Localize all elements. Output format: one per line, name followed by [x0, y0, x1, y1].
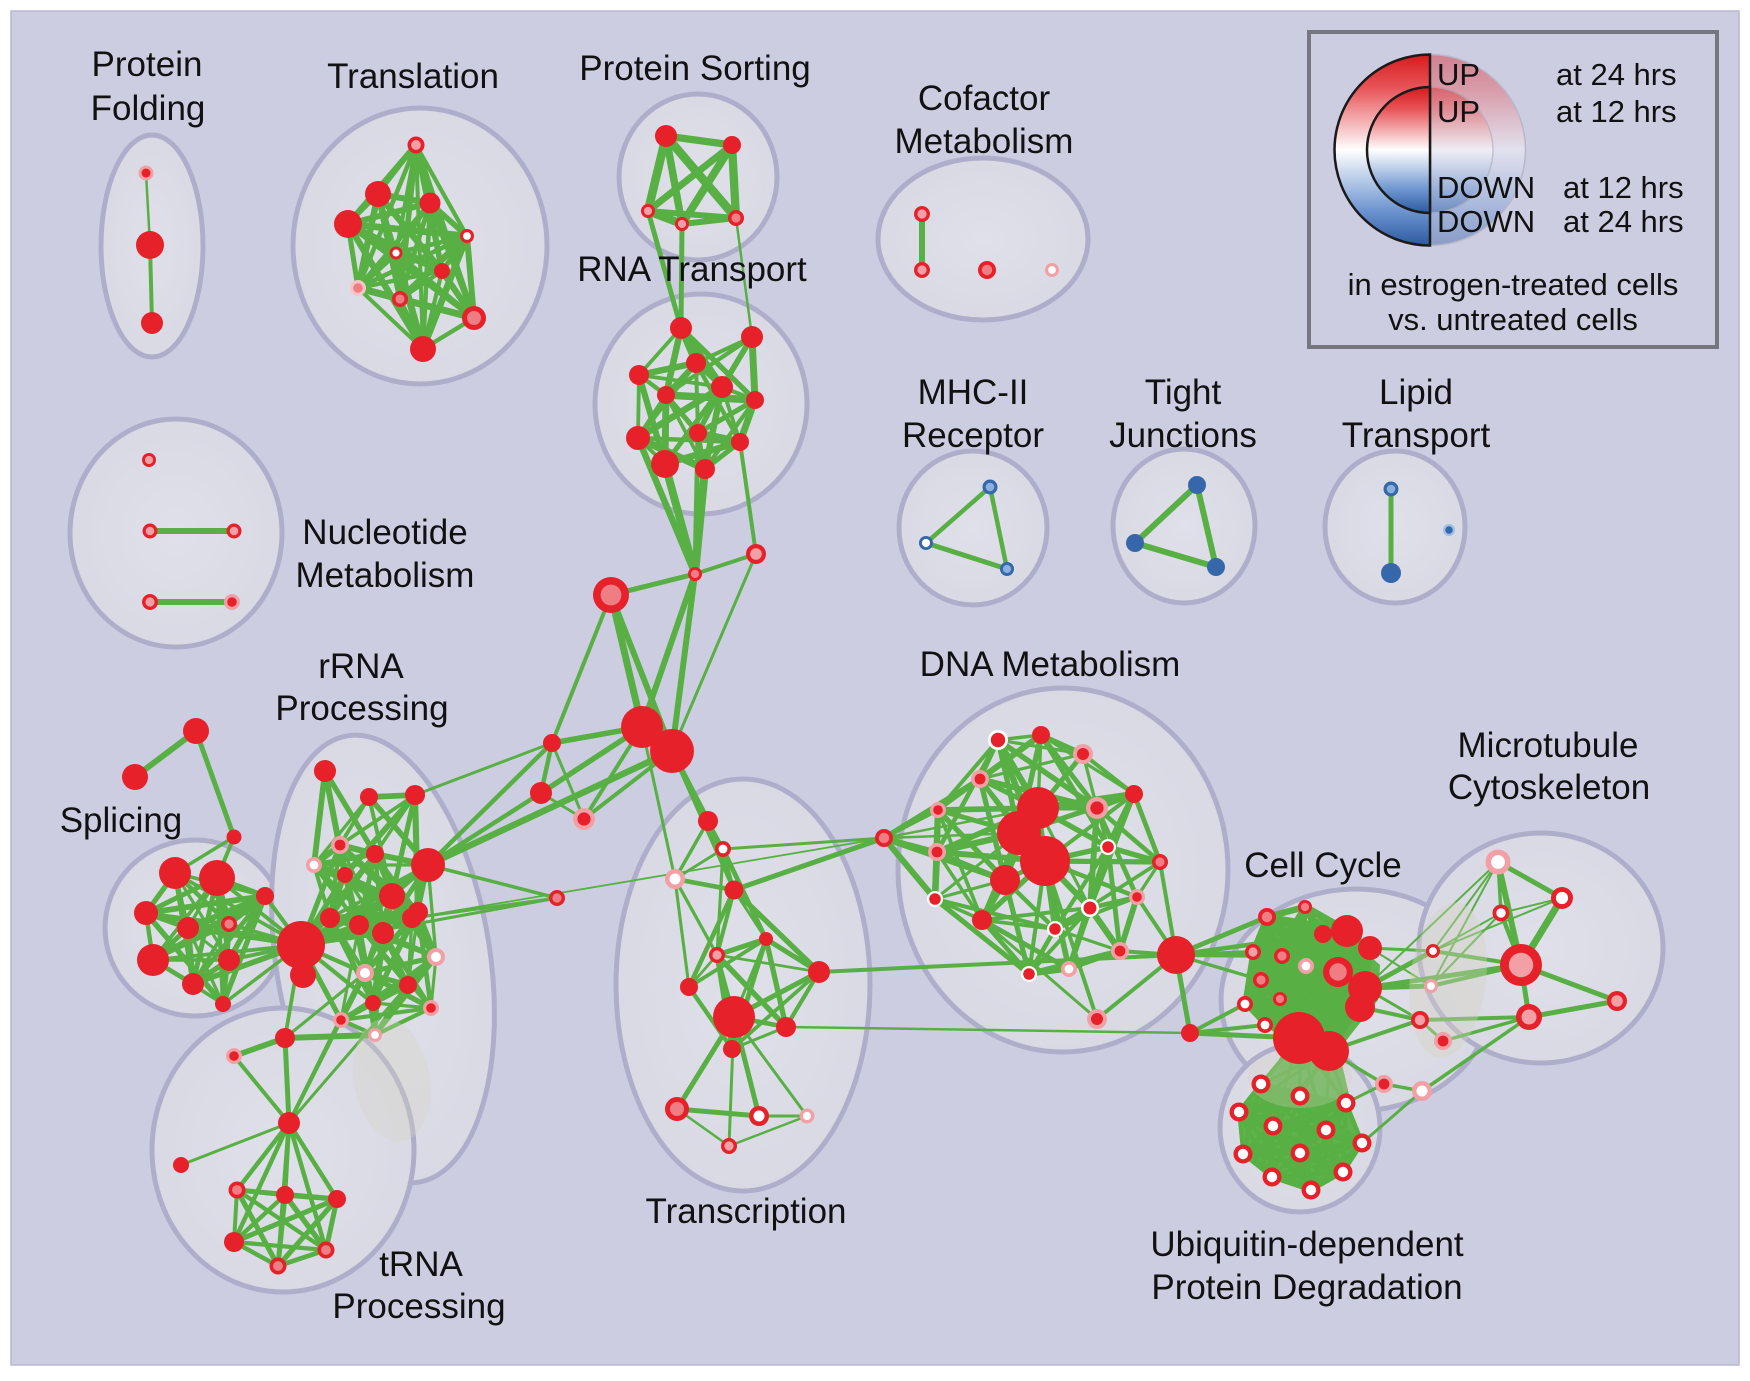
svg-text:rRNA: rRNA [318, 647, 404, 686]
svg-text:Protein: Protein [92, 45, 203, 84]
svg-text:tRNA: tRNA [379, 1245, 463, 1284]
svg-text:at 12 hrs: at 12 hrs [1563, 170, 1684, 205]
svg-text:MHC-II: MHC-II [918, 373, 1029, 412]
svg-text:Folding: Folding [91, 89, 206, 128]
svg-text:DOWN: DOWN [1437, 170, 1535, 205]
svg-text:Lipid: Lipid [1379, 373, 1453, 412]
svg-text:DNA Metabolism: DNA Metabolism [920, 645, 1181, 684]
svg-text:UP: UP [1437, 57, 1480, 92]
svg-text:Cofactor: Cofactor [918, 79, 1051, 118]
svg-text:Microtubule: Microtubule [1458, 726, 1639, 765]
svg-text:Protein Sorting: Protein Sorting [579, 49, 811, 88]
svg-text:Metabolism: Metabolism [895, 122, 1074, 161]
svg-text:RNA Transport: RNA Transport [577, 250, 807, 289]
svg-text:Receptor: Receptor [902, 416, 1044, 455]
svg-text:Transcription: Transcription [646, 1192, 847, 1231]
svg-text:DOWN: DOWN [1437, 204, 1535, 239]
svg-text:Tight: Tight [1145, 373, 1222, 412]
svg-text:Nucleotide: Nucleotide [302, 513, 467, 552]
svg-text:at 24 hrs: at 24 hrs [1563, 204, 1684, 239]
svg-text:Cell Cycle: Cell Cycle [1244, 846, 1402, 885]
svg-text:in estrogen-treated cells: in estrogen-treated cells [1348, 267, 1679, 302]
svg-text:at 12 hrs: at 12 hrs [1556, 94, 1677, 129]
svg-text:Processing: Processing [275, 689, 448, 728]
svg-text:UP: UP [1437, 94, 1480, 129]
svg-text:Cytoskeleton: Cytoskeleton [1448, 768, 1650, 807]
svg-text:Splicing: Splicing [60, 801, 183, 840]
svg-text:Processing: Processing [332, 1287, 505, 1326]
svg-text:Translation: Translation [327, 57, 499, 96]
svg-text:Metabolism: Metabolism [296, 556, 475, 595]
svg-text:vs. untreated cells: vs. untreated cells [1388, 302, 1638, 337]
svg-text:Junctions: Junctions [1109, 416, 1257, 455]
svg-text:at 24 hrs: at 24 hrs [1556, 57, 1677, 92]
svg-text:Transport: Transport [1342, 416, 1491, 455]
svg-text:Protein Degradation: Protein Degradation [1151, 1268, 1462, 1307]
svg-text:Ubiquitin-dependent: Ubiquitin-dependent [1150, 1225, 1464, 1264]
